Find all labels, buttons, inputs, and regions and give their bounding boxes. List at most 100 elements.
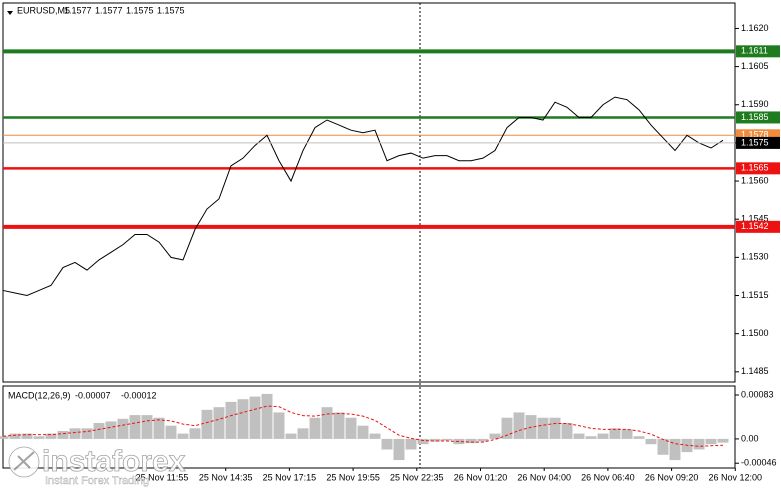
macd-bar — [489, 433, 501, 439]
y-tick-label: 1.1485 — [741, 366, 769, 376]
price-line — [2, 96, 724, 297]
macd-bar — [57, 430, 69, 439]
x-tick-label: 26 Nov 01:20 — [454, 472, 508, 482]
y-tick-label: 1.1515 — [741, 290, 769, 300]
x-tick-label: 25 Nov 14:35 — [199, 472, 253, 482]
macd-bar — [117, 418, 129, 439]
macd-bar — [345, 417, 357, 439]
ohlc-value: 1.1577 — [95, 5, 123, 15]
symbol: EURUSD,M5 — [17, 5, 70, 15]
x-tick-label: 26 Nov 06:40 — [581, 472, 635, 482]
macd-bar — [621, 429, 633, 439]
x-tick-label: 25 Nov 11:55 — [136, 472, 189, 482]
logo: instaforex Instant Forex Trading — [8, 445, 186, 487]
macd-bar — [33, 436, 45, 439]
macd-bar — [369, 433, 381, 439]
macd-bar — [69, 428, 81, 439]
y-tick-label: 1.1620 — [741, 23, 769, 33]
macd-bar — [177, 433, 189, 439]
macd-bar — [405, 438, 417, 450]
macd-bar — [417, 438, 429, 445]
macd-bar — [321, 407, 333, 439]
macd-bar — [705, 438, 717, 445]
macd-bar — [549, 417, 561, 439]
macd-bar — [717, 438, 729, 443]
macd-bar — [561, 423, 573, 439]
macd-bar — [657, 438, 669, 455]
macd-bar — [381, 438, 393, 450]
main-panel — [2, 2, 736, 383]
macd-bar — [333, 412, 345, 439]
macd-bar — [153, 417, 165, 439]
ohlc-value: 1.1577 — [64, 5, 92, 15]
macd-bar — [453, 438, 465, 445]
macd-label: MACD(12,26,9) — [8, 390, 71, 400]
level-label-box — [736, 111, 780, 124]
macd-bar — [237, 399, 249, 439]
macd-bar — [45, 433, 57, 439]
macd-bar — [201, 409, 213, 439]
macd-reading: -0.00007 — [75, 390, 111, 400]
x-tick-label: 26 Nov 09:20 — [645, 472, 699, 482]
bid-label-box — [736, 136, 780, 149]
macd-bar — [141, 415, 153, 439]
macd-bar — [513, 412, 525, 439]
ohlc-value: 1.1575 — [126, 5, 154, 15]
ohlc-values: 1.1577 1.1577 1.1575 1.1575 — [64, 5, 185, 15]
macd-bar — [309, 417, 321, 439]
macd-bar — [597, 433, 609, 439]
macd-bar — [501, 417, 513, 439]
macd-bar — [357, 425, 369, 439]
macd-bar — [273, 412, 285, 439]
level-label: 1.1611 — [741, 46, 768, 56]
macd-bar — [465, 438, 477, 444]
macd-bar — [21, 433, 33, 439]
y-tick-label: 0.00083 — [741, 389, 774, 399]
macd-bar — [633, 436, 645, 439]
dropdown-icon — [7, 11, 13, 15]
bid-label: 1.1575 — [741, 137, 769, 147]
macd-bar — [249, 396, 261, 439]
macd-bar — [81, 428, 93, 439]
macd-bar — [93, 423, 105, 439]
y-tick-label: 1.1530 — [741, 252, 769, 262]
macd-bar — [261, 393, 273, 439]
macd-bar — [285, 433, 297, 439]
level-label-box — [736, 45, 780, 58]
level-label-box — [736, 162, 780, 175]
logo-icon-mark — [13, 451, 35, 471]
macd-bar — [537, 417, 549, 439]
x-tick-label: 26 Nov 12:00 — [709, 472, 763, 482]
macd-reading: -0.00012 — [121, 390, 157, 400]
level-label: 1.1565 — [741, 163, 769, 173]
y-tick-label: 0.00 — [741, 433, 759, 443]
x-tick-label: 25 Nov 17:15 — [263, 472, 317, 482]
macd-bar — [669, 438, 681, 461]
y-tick-label: 1.1590 — [741, 99, 769, 109]
macd-bar — [0, 436, 9, 439]
level-label-box — [736, 220, 780, 233]
x-tick-label: 25 Nov 19:55 — [326, 472, 380, 482]
level-label: 1.1542 — [741, 221, 769, 231]
ohlc-value: 1.1575 — [157, 5, 185, 15]
macd-bar — [645, 438, 657, 445]
macd-bar — [441, 438, 453, 441]
logo-tagline: Instant Forex Trading — [45, 475, 149, 487]
x-tick-label: 26 Nov 04:00 — [517, 472, 571, 482]
macd-bar — [105, 421, 117, 439]
macd-bar — [693, 438, 705, 450]
macd-bar — [573, 433, 585, 439]
macd-bar — [297, 428, 309, 439]
ask-label: 1.1578 — [741, 130, 769, 140]
plot-layer: 1.1485 1.1500 1.1515 1.1530 1.1545 1.1560 1.15… — [0, 23, 780, 482]
y-tick-label: 1.1545 — [741, 214, 769, 224]
y-tick-label: -0.00046 — [741, 458, 777, 468]
macd-bar — [213, 407, 225, 439]
macd-bar — [9, 433, 21, 439]
macd-bar — [609, 428, 621, 439]
macd-bar — [585, 436, 597, 439]
macd-panel — [2, 385, 736, 469]
macd-bar — [477, 438, 489, 442]
